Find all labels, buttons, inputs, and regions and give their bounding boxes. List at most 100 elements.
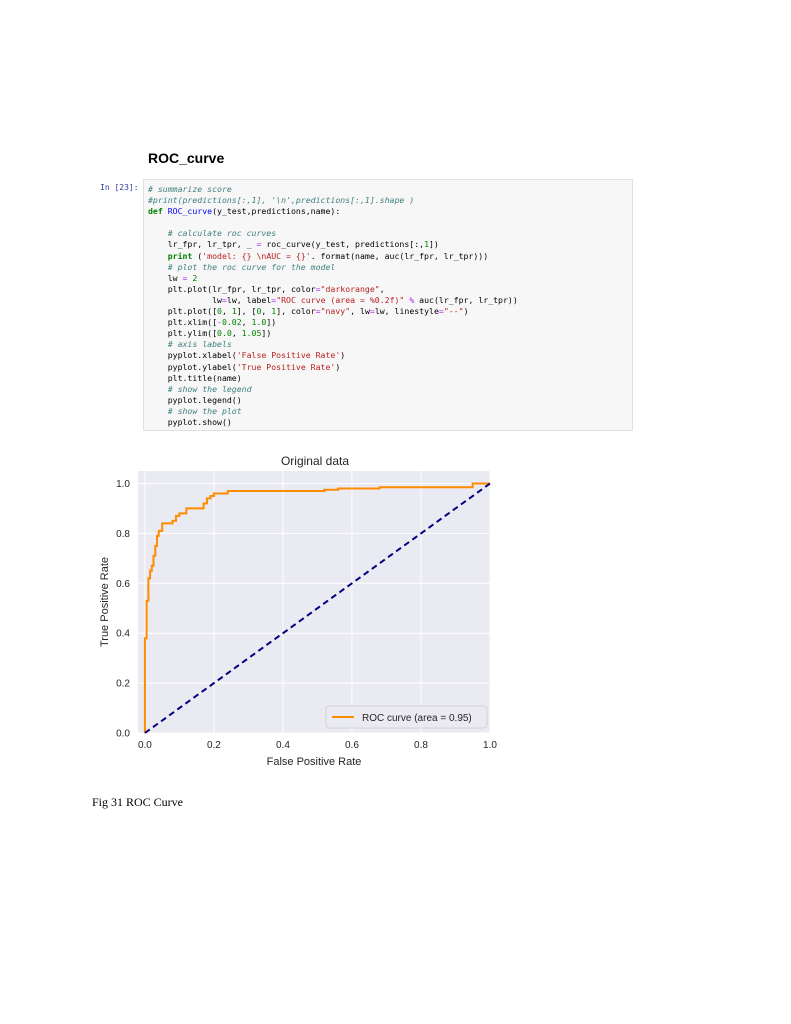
- chart-title: Original data: [281, 454, 349, 468]
- code-line: pyplot.xlabel('False Positive Rate'): [148, 350, 345, 360]
- code-token: ): [463, 306, 469, 317]
- code-token: ,: [261, 306, 272, 317]
- x-axis-label: False Positive Rate: [267, 756, 362, 768]
- code-token: 'False Positive Rate': [236, 350, 341, 361]
- code-token: "darkorange": [320, 283, 380, 294]
- code-token: 1.0: [251, 317, 267, 328]
- code-token: lr_fpr, lr_tpr, _: [148, 239, 257, 250]
- code-token: [148, 384, 168, 394]
- code-token: "ROC curve (area = %0.2f)": [276, 294, 405, 305]
- roc-curve-line: [143, 482, 490, 733]
- section-heading: ROC_curve: [148, 150, 225, 166]
- x-tick-label: 0.0: [138, 740, 152, 751]
- code-token: 1: [271, 306, 277, 317]
- code-token: ,: [241, 317, 252, 328]
- x-tick-label: 0.6: [345, 740, 359, 751]
- code-token: =: [369, 306, 375, 317]
- y-tick-label: 0.4: [116, 629, 130, 640]
- code-token: pyplot.ylabel(: [148, 361, 237, 372]
- code-token: 0: [256, 306, 262, 317]
- roc-chart: Original data 0.0 0.2 0.4 0.6 0.8 1.00.00.20.…: [99, 454, 497, 768]
- code-token: # calculate roc curves: [167, 228, 277, 239]
- code-token: 0.02: [221, 317, 242, 328]
- code-line: lw=lw, label="ROC curve (area = %0.2f)" …: [148, 295, 518, 305]
- code-token: ): [335, 361, 341, 372]
- code-line: pyplot.legend(): [148, 395, 242, 405]
- x-tick-label: 0.2: [207, 740, 221, 751]
- code-token: plt.ylim([: [148, 328, 218, 339]
- code-token: (y_test,predictions,name):: [212, 206, 341, 217]
- code-token: ]): [261, 328, 272, 339]
- code-token: =: [182, 272, 188, 283]
- code-token: [148, 262, 168, 272]
- y-axis-label: True Positive Rate: [99, 557, 111, 647]
- code-token: ,: [221, 306, 232, 317]
- code-line: #print(predictions[:,1], '\n',prediction…: [148, 195, 414, 205]
- code-token: lw, label: [226, 294, 272, 305]
- code-token: 2: [192, 272, 198, 283]
- chance-diagonal-line: [144, 482, 491, 734]
- code-token: auc(lr_fpr, lr_tpr)): [414, 294, 518, 305]
- code-line: # summarize score: [148, 184, 232, 194]
- series-lines: [143, 482, 491, 734]
- code-token: #print(predictions[:,1], '\n',prediction…: [148, 195, 415, 206]
- code-line: plt.xlim([-0.02, 1.0]): [148, 317, 276, 327]
- tick-labels: 0.0 0.2 0.4 0.6 0.8 1.0 0.0 0.2 0.4 0.6 0.8 1.0: [116, 479, 497, 751]
- code-token: -: [217, 317, 222, 328]
- cell-prompt: In [23]:: [100, 183, 139, 192]
- legend-label: ROC curve (area = 0.95): [362, 713, 472, 724]
- code-token: # show the legend: [167, 383, 252, 394]
- code-token: # summarize score: [148, 184, 232, 194]
- code-token: lw, linestyle: [374, 306, 439, 317]
- code-token: lw: [148, 294, 222, 305]
- code-token: . format(name, auc(lr_fpr, lr_tpr))): [310, 250, 489, 261]
- code-token: plt.plot(lr_fpr, lr_tpr, color: [148, 283, 316, 294]
- code-line: # axis labels: [148, 339, 232, 349]
- code-line: plt.ylim([0.0, 1.05]): [148, 328, 272, 339]
- code-token: pyplot.legend(): [148, 394, 242, 405]
- code-token: ,: [231, 328, 242, 339]
- code-token: "--": [443, 306, 464, 317]
- y-tick-label: 0.0: [116, 729, 130, 740]
- code-token: 'True Positive Rate': [236, 361, 336, 372]
- x-tick-label: 0.4: [276, 740, 290, 751]
- y-tick-label: 0.8: [116, 529, 130, 540]
- code-token: ROC_curve: [167, 206, 213, 217]
- plot-area: [138, 471, 490, 733]
- code-line: pyplot.ylabel('True Positive Rate'): [148, 361, 341, 372]
- code-token: # axis labels: [167, 339, 232, 350]
- code-token: ], [: [236, 306, 257, 317]
- code-token: 'model: {} \nAUC = {}': [202, 250, 311, 261]
- code-block[interactable]: # summarize score #print(predictions[:,1…: [148, 184, 518, 428]
- code-token: plt.plot([: [148, 306, 218, 317]
- code-token: =: [438, 306, 444, 317]
- y-tick-label: 1.0: [116, 479, 130, 490]
- code-token: pyplot.xlabel(: [148, 350, 237, 361]
- code-token: plt.xlim([: [148, 317, 218, 328]
- code-token: 1: [231, 306, 237, 317]
- code-token: print: [167, 250, 193, 261]
- code-cell[interactable]: # summarize score #print(predictions[:,1…: [143, 179, 633, 431]
- code-token: roc_curve(y_test, predictions[:,: [261, 239, 425, 250]
- code-line: pyplot.show(): [148, 417, 232, 427]
- grid-lines: [138, 471, 491, 734]
- roc-figure: Original data 0.0 0.2 0.4 0.6 0.8 1.0 0.0 0.2 0.…: [90, 450, 510, 780]
- code-token: =: [256, 239, 262, 250]
- code-token: =: [315, 306, 321, 317]
- x-tick-label: 1.0: [483, 740, 497, 751]
- code-token: , lw: [350, 306, 370, 317]
- code-token: # show the plot: [167, 405, 242, 416]
- code-line: # plot the roc curve for the model: [148, 262, 336, 272]
- code-token: pyplot.show(): [148, 416, 232, 427]
- code-token: =: [315, 283, 321, 294]
- code-line: # calculate roc curves: [148, 228, 276, 238]
- code-token: [148, 228, 168, 238]
- code-line: plt.title(name): [148, 373, 242, 383]
- code-token: =: [221, 294, 227, 305]
- code-token: ]): [429, 239, 439, 250]
- code-line: print ('model: {} \nAUC = {}'. format(na…: [148, 251, 488, 261]
- code-token: ], color: [276, 306, 316, 317]
- code-token: %: [409, 294, 415, 305]
- x-tick-label: 0.8: [414, 740, 428, 751]
- code-token: lw: [148, 272, 183, 283]
